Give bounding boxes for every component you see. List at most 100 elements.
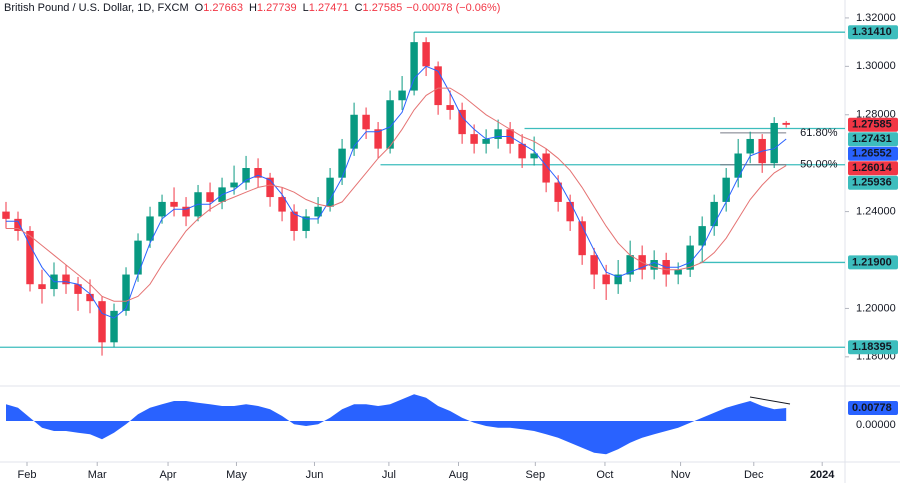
candle-body xyxy=(2,211,10,219)
x-tick-label: Feb xyxy=(18,469,37,481)
candle-body xyxy=(566,201,574,222)
price-label: 1.26014 xyxy=(852,162,893,174)
candle-body xyxy=(86,293,94,302)
x-tick-label: Aug xyxy=(449,469,469,481)
candle-body xyxy=(302,216,310,231)
candle-body xyxy=(710,201,718,227)
candle-body xyxy=(74,284,82,294)
x-tick-label: Jul xyxy=(382,469,396,481)
candle-body xyxy=(746,138,754,154)
price-label: 1.18395 xyxy=(852,341,892,353)
price-label: 1.25936 xyxy=(852,177,892,189)
x-tick-label: Apr xyxy=(159,469,176,481)
candle-body xyxy=(602,274,610,285)
ohlc-value: 1.27471 xyxy=(309,2,349,14)
candle-body xyxy=(98,301,106,343)
price-label-box xyxy=(848,25,898,40)
oscillator-area xyxy=(6,394,787,455)
price-label: 1.26552 xyxy=(852,148,892,160)
candle-body xyxy=(158,201,166,217)
candle-body xyxy=(314,206,322,217)
x-tick-label: Dec xyxy=(744,469,764,481)
price-label-box xyxy=(848,175,898,190)
price-label: 1.21900 xyxy=(852,256,892,268)
candle-body xyxy=(122,274,130,311)
price-label: 1.31410 xyxy=(852,26,892,38)
candle-body xyxy=(518,143,526,159)
y-tick-label: 1.24000 xyxy=(856,205,896,217)
ohlc-key: H xyxy=(249,2,257,14)
candle-body xyxy=(458,109,466,135)
candle-body xyxy=(782,122,790,125)
ohlc-key: L xyxy=(303,2,309,14)
candle-body xyxy=(14,218,22,231)
y-tick-label: 1.20000 xyxy=(856,302,896,314)
candle-body xyxy=(350,114,358,149)
candle-body xyxy=(242,168,250,183)
moving-average xyxy=(6,87,787,302)
price-label-box xyxy=(848,117,898,132)
moving-average xyxy=(6,65,787,319)
candle-body xyxy=(626,255,634,275)
candle-body xyxy=(770,122,778,164)
candle-body xyxy=(470,134,478,144)
candle-body xyxy=(62,274,70,285)
ohlc-key: O xyxy=(195,2,204,14)
ohlc-value: 1.27585 xyxy=(363,2,403,14)
y-tick-label: 1.30000 xyxy=(856,60,896,72)
candle-body xyxy=(650,260,658,270)
divergence-line xyxy=(749,396,791,405)
candle-body xyxy=(398,90,406,101)
osc-value-label: 0.00778 xyxy=(852,402,892,414)
osc-value-box xyxy=(848,401,898,416)
price-label: 1.27585 xyxy=(852,119,892,131)
candle-body xyxy=(482,138,490,144)
ohlc-key: C xyxy=(355,2,363,14)
candle-body xyxy=(494,129,502,139)
fib-label: 61.80% xyxy=(800,127,838,139)
candle-body xyxy=(590,255,598,275)
candle-body xyxy=(446,105,454,110)
candle-body xyxy=(386,100,394,149)
candle-body xyxy=(578,221,586,256)
ohlc-value: 1.27739 xyxy=(257,2,297,14)
candle-body xyxy=(422,42,430,67)
x-tick-label: Oct xyxy=(596,469,613,481)
candle-body xyxy=(134,240,142,275)
price-label-box xyxy=(848,255,898,270)
candle-body xyxy=(698,226,706,246)
price-label-box xyxy=(848,161,898,176)
candle-body xyxy=(722,177,730,202)
candle-body xyxy=(410,42,418,91)
candle-body xyxy=(206,192,214,202)
x-tick-label: 2024 xyxy=(810,469,835,481)
candle-body xyxy=(230,182,238,188)
candle-body xyxy=(734,153,742,178)
candle-body xyxy=(530,153,538,159)
x-tick-label: Nov xyxy=(671,469,691,481)
candle-body xyxy=(674,269,682,275)
candle-body xyxy=(110,310,118,343)
candle-body xyxy=(290,211,298,231)
candle-body xyxy=(374,129,382,149)
candle-body xyxy=(338,148,346,178)
candle-body xyxy=(278,197,286,212)
candle-body xyxy=(38,284,46,290)
x-tick-label: Jun xyxy=(306,469,324,481)
y-tick-label: 1.32000 xyxy=(856,12,896,24)
candle-body xyxy=(686,245,694,270)
candle-body xyxy=(254,168,262,178)
candle-body xyxy=(182,206,190,217)
candle-body xyxy=(26,230,34,285)
ohlc-value: 1.27663 xyxy=(203,2,243,14)
candle-body xyxy=(542,153,550,183)
x-tick-label: Mar xyxy=(88,469,107,481)
price-label: 1.27431 xyxy=(852,133,892,145)
candle-body xyxy=(266,177,274,198)
candle-body xyxy=(434,66,442,106)
x-tick-label: May xyxy=(226,469,247,481)
osc-tick-label: 0.00000 xyxy=(856,419,896,431)
price-label-box xyxy=(848,340,898,355)
